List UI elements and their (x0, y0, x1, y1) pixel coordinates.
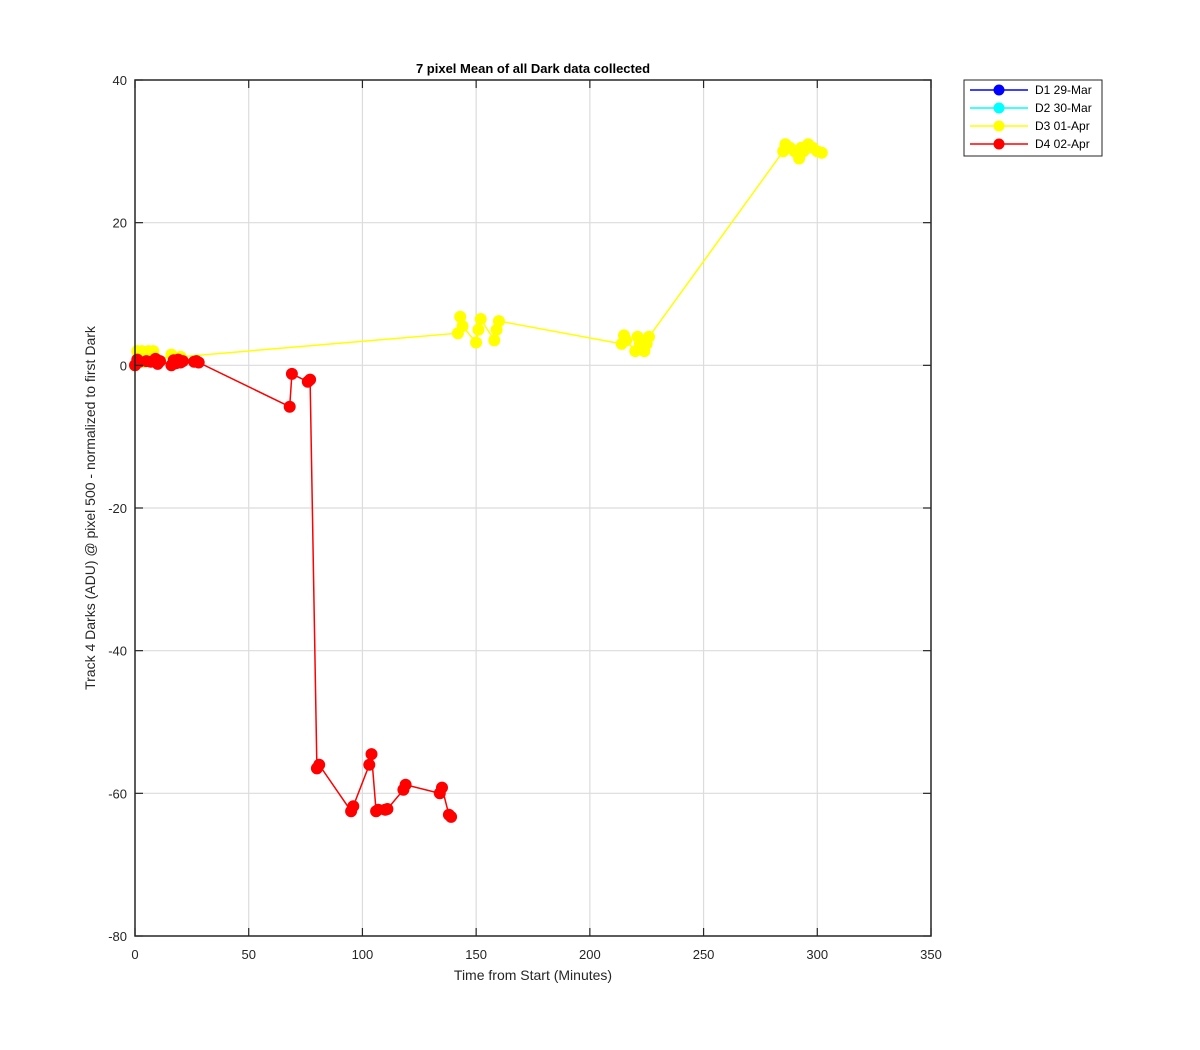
x-tick-label: 50 (241, 947, 255, 962)
data-point (313, 758, 326, 771)
y-tick-label: -60 (108, 786, 127, 801)
legend: D1 29-Mar D2 30-Mar D3 01-Apr D4 02-Apr (963, 79, 1103, 157)
y-tick-label: -40 (108, 644, 127, 659)
legend-swatch-marker (993, 102, 1005, 114)
data-point (192, 356, 205, 369)
x-axis-title: Time from Start (Minutes) (454, 967, 612, 983)
legend-label: D3 01-Apr (1035, 119, 1090, 133)
x-tick-label: 100 (352, 947, 374, 962)
data-point (815, 146, 828, 159)
x-tick-label: 150 (465, 947, 487, 962)
data-point (472, 323, 485, 336)
data-point (620, 334, 633, 347)
y-tick-label: 40 (113, 73, 127, 88)
data-point (456, 320, 469, 333)
chart-title: 7 pixel Mean of all Dark data collected (416, 61, 650, 76)
legend-label: D2 30-Mar (1035, 101, 1092, 115)
x-tick-label: 250 (693, 947, 715, 962)
y-tick-label: 20 (113, 216, 127, 231)
data-point (488, 334, 501, 347)
data-point (347, 800, 360, 813)
series-4 (129, 352, 458, 823)
data-point (643, 330, 655, 343)
data-point (470, 336, 483, 349)
x-tick-label: 300 (806, 947, 828, 962)
series-3 (129, 138, 828, 372)
legend-swatch-marker (993, 138, 1005, 150)
y-tick-label: -80 (108, 929, 127, 944)
legend-label: D4 02-Apr (1035, 137, 1090, 151)
data-point (154, 355, 166, 368)
x-tick-label: 350 (920, 947, 942, 962)
y-axis-title: Track 4 Darks (ADU) @ pixel 500 - normal… (82, 325, 98, 690)
data-point (445, 810, 458, 823)
data-point (304, 373, 317, 386)
x-tick-label: 0 (131, 947, 138, 962)
x-tick-label: 200 (579, 947, 601, 962)
data-point (176, 355, 189, 368)
data-point (365, 748, 378, 761)
data-point (436, 781, 448, 794)
data-point (363, 758, 376, 771)
legend-swatch-marker (993, 84, 1005, 96)
data-point (474, 313, 487, 325)
legend-swatch-marker (993, 120, 1005, 132)
data-point (283, 400, 296, 413)
data-point (492, 315, 505, 328)
grid (135, 80, 931, 936)
data-point (285, 367, 298, 380)
y-tick-label: 0 (120, 358, 127, 373)
data-point (381, 803, 394, 815)
series-layer (129, 138, 828, 823)
y-tick-label: -20 (108, 501, 127, 516)
ticks: 0 50 100 150 200 250 300 350 -80 -60 -40 -20 0 20 40 (108, 73, 942, 962)
data-point (399, 778, 412, 791)
legend-label: D1 29-Mar (1035, 83, 1092, 97)
